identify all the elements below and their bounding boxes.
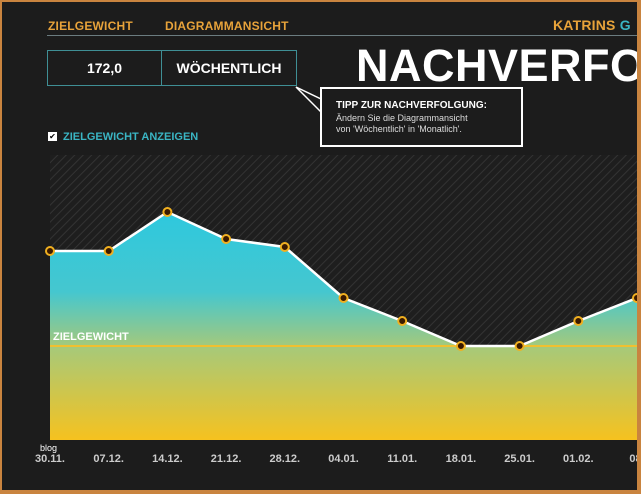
- show-goal-checkbox[interactable]: ✔: [48, 132, 57, 141]
- app-frame: ZIELGEWICHT DIAGRAMMANSICHT KATRINS G 17…: [2, 2, 637, 490]
- data-point-08.: [632, 293, 637, 303]
- page-title: NACHVERFOLGUNG: [356, 40, 637, 91]
- data-point-28.12.: [279, 242, 290, 252]
- brand: KATRINS G: [553, 17, 631, 33]
- tracking-tip: TIPP ZUR NACHVERFOLGUNG: Ändern Sie die …: [320, 87, 523, 147]
- header-divider: [47, 35, 637, 36]
- goal-weight-header: ZIELGEWICHT: [48, 19, 133, 33]
- tip-body: Ändern Sie die Diagrammansicht von 'Wöche…: [336, 113, 468, 135]
- x-tick-label: 30.11.: [35, 453, 65, 465]
- watermark: blog: [40, 443, 58, 453]
- x-tick-label: 21.12.: [211, 453, 242, 465]
- data-point-07.12.: [103, 246, 114, 256]
- data-point-25.01.: [514, 341, 525, 351]
- x-tick-label: 04.01.: [328, 453, 359, 465]
- data-point-04.01.: [338, 293, 349, 303]
- brand-part1: KATRINS: [553, 17, 616, 33]
- x-tick-label: 28.12.: [270, 453, 301, 465]
- brand-part2: G: [619, 17, 631, 33]
- data-point-11.01.: [397, 316, 408, 326]
- data-point-01.02.: [573, 316, 584, 326]
- goal-label: ZIELGEWICHT: [53, 331, 129, 343]
- show-goal-label[interactable]: ZIELGEWICHT ANZEIGEN: [63, 131, 199, 143]
- goal-weight-input[interactable]: 172,0: [48, 51, 162, 85]
- x-tick-label: 01.02.: [563, 453, 594, 465]
- tip-line2: von 'Wöchentlich' in 'Monatlich'.: [336, 124, 462, 134]
- data-point-18.01.: [455, 341, 466, 351]
- x-tick-label: 07.12.: [93, 453, 124, 465]
- x-tick-label: 08.: [629, 453, 637, 465]
- chart-view-select[interactable]: WÖCHENTLICH: [176, 60, 282, 76]
- x-tick-label: 25.01.: [504, 453, 535, 465]
- data-point-30.11.: [45, 246, 55, 256]
- tip-heading: TIPP ZUR NACHVERFOLGUNG:: [336, 100, 487, 111]
- tip-line1: Ändern Sie die Diagrammansicht: [336, 113, 468, 123]
- x-tick-label: 11.01.: [387, 453, 417, 465]
- x-tick-label: 18.01.: [446, 453, 477, 465]
- data-point-21.12.: [221, 234, 232, 244]
- chart-view-header: DIAGRAMMANSICHT: [165, 19, 289, 33]
- area-fill: [50, 212, 637, 440]
- x-tick-label: 14.12.: [152, 453, 183, 465]
- weight-chart: ZIELGEWICHT 30.11. 07.12. 14.12. 21.12. 28.12…: [35, 155, 637, 465]
- controls-box: 172,0 WÖCHENTLICH: [47, 50, 297, 86]
- data-point-14.12.: [162, 207, 173, 217]
